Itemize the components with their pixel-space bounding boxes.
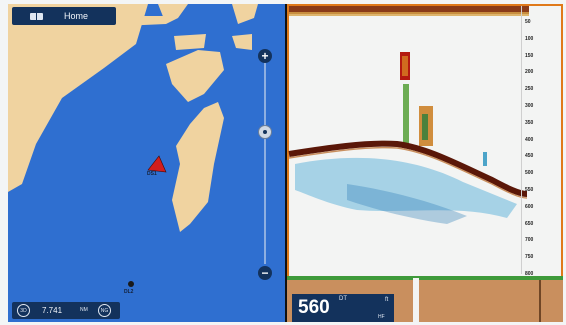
depth-tick: 400 [525, 136, 534, 143]
island-channel-small [174, 34, 206, 50]
fish-column [403, 84, 409, 146]
landmass-west [8, 4, 148, 192]
depth-tick: 450 [525, 153, 534, 160]
depth-source: DT [339, 296, 347, 302]
depth-tick: 550 [525, 187, 534, 193]
device-screen: Home + − DS1 DL2 3D 7.741 NM NG [8, 4, 563, 322]
island-north-right [232, 4, 258, 24]
range-value: 7.741 [42, 306, 63, 315]
ground-strip-line [287, 276, 563, 280]
frequency-label: HF [378, 314, 385, 320]
view-3d-button[interactable]: 3D [17, 304, 30, 317]
ground-strip-line-b [539, 280, 541, 322]
depth-tick: 650 [525, 220, 534, 227]
depth-tick: 200 [525, 69, 534, 76]
home-button[interactable]: Home [12, 7, 116, 25]
depth-tick: 150 [525, 52, 534, 59]
sediment-scatter-deep [347, 184, 467, 224]
depth-tick: 50 [525, 19, 531, 25]
depth-tick: 250 [525, 86, 534, 93]
depth-tick: 800 [525, 271, 534, 277]
depth-tick: 500 [525, 170, 534, 177]
fish-arch-yellow [402, 56, 408, 76]
surface-clutter-band [289, 12, 529, 16]
nautical-chart-map[interactable] [8, 4, 285, 322]
fish-mark-2-core [422, 114, 428, 140]
island-large-north [166, 50, 224, 102]
zoom-slider-track[interactable] [264, 58, 266, 264]
island-east-small [232, 34, 252, 50]
zoom-out-button[interactable]: − [258, 266, 272, 280]
depth-tick: 700 [525, 237, 534, 244]
island-long [172, 102, 224, 232]
buoy-icon [128, 281, 134, 287]
bottom-return [288, 140, 528, 197]
range-unit: NM [80, 307, 88, 313]
surface-clutter [289, 6, 529, 14]
sediment-scatter [295, 157, 517, 218]
sonar-echogram [287, 6, 563, 322]
chart-pane[interactable]: Home + − DS1 DL2 3D 7.741 NM NG [8, 4, 285, 322]
ground-strip-gap [413, 278, 419, 322]
sonar-pane[interactable]: 50 100 150 200 250 300 350 400 450 500 550 600 650 70… [287, 4, 563, 322]
range-toolbar: 3D 7.741 NM NG [12, 302, 120, 319]
bottom-return-edge [288, 146, 528, 199]
zoom-slider-thumb[interactable] [259, 126, 271, 138]
home-label: Home [64, 11, 89, 21]
depth-tick: 600 [525, 203, 534, 210]
depth-tick: 300 [525, 103, 534, 109]
depth-scale-divider [521, 6, 522, 274]
depth-tick: 750 [525, 254, 534, 261]
zoom-in-button[interactable]: + [258, 49, 272, 63]
depth-readout: 560 DT ft HF [292, 294, 394, 322]
depth-value: 560 [298, 297, 330, 318]
navigate-button[interactable]: NG [98, 304, 111, 317]
home-icon [30, 13, 43, 20]
vessel-label-b: DL2 [124, 289, 134, 295]
boat-icon [147, 155, 167, 173]
island-top-strip [118, 16, 168, 26]
vessel-label-a: DS1 [147, 171, 157, 177]
fish-mark-3 [483, 152, 487, 166]
depth-unit: ft [385, 297, 389, 303]
depth-tick: 100 [525, 35, 534, 42]
depth-tick: 350 [525, 119, 534, 126]
